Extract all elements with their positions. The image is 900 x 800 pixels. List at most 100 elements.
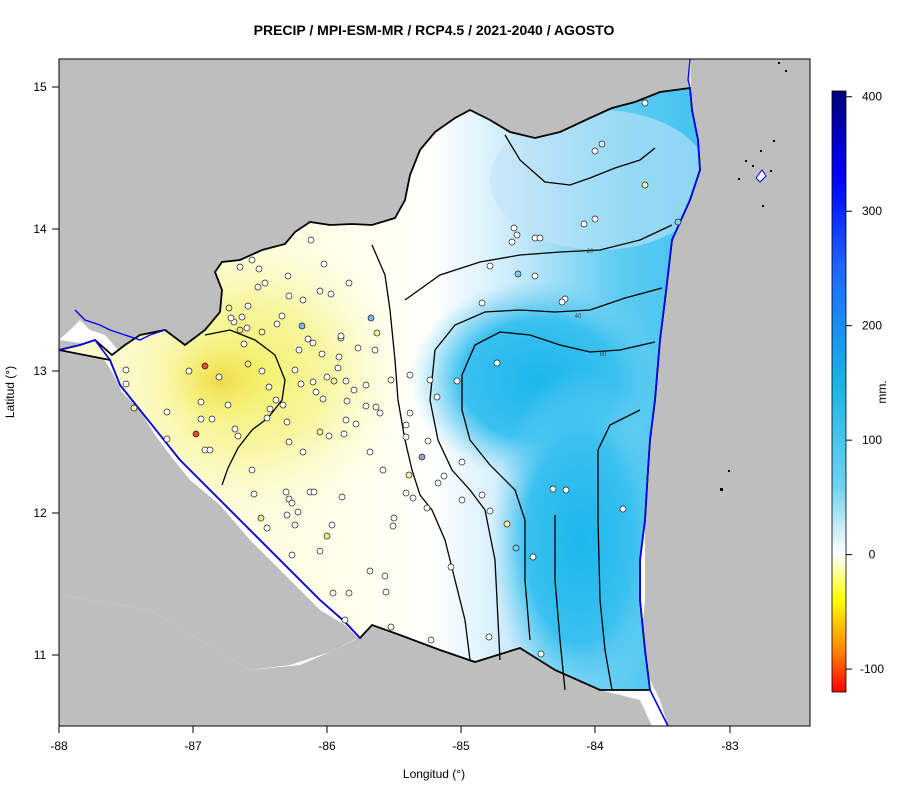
x-tick-label: -86 (318, 739, 336, 753)
station-marker (342, 416, 350, 424)
contour-60 (461, 331, 656, 376)
station-marker (379, 466, 387, 474)
station-marker (263, 414, 271, 422)
station-marker (537, 650, 545, 658)
station-marker (619, 505, 627, 513)
y-tick-label: 13 (33, 364, 47, 378)
station-marker (514, 270, 522, 278)
y-tick-label: 14 (33, 222, 47, 236)
station-marker (282, 488, 290, 496)
station-marker (453, 377, 461, 385)
station-marker (298, 322, 306, 330)
station-marker (248, 256, 256, 264)
station-marker (529, 553, 537, 561)
contour-label-60: 60 (600, 352, 607, 358)
colorbar-tick-label: 0 (869, 548, 876, 562)
x-tick-label: -85 (452, 739, 470, 753)
station-marker (236, 326, 244, 334)
station-marker (316, 428, 324, 436)
station-markers (122, 99, 682, 658)
station-marker (387, 376, 395, 384)
x-tick-label: -84 (586, 739, 604, 753)
station-marker (354, 344, 362, 352)
station-marker (304, 335, 312, 343)
station-marker (201, 362, 209, 370)
station-marker (330, 377, 338, 385)
x-tick-label: -83 (721, 739, 739, 753)
station-marker (329, 589, 337, 597)
station-marker (250, 490, 258, 498)
station-marker (244, 360, 252, 368)
station-marker (285, 292, 293, 300)
station-marker (402, 433, 410, 441)
station-marker (458, 458, 466, 466)
station-marker (536, 234, 544, 242)
honduras-north-coast (687, 59, 691, 89)
station-marker (340, 430, 348, 438)
station-marker (591, 215, 599, 223)
honduras-land (59, 59, 690, 362)
station-marker (319, 395, 327, 403)
station-marker (278, 312, 286, 320)
station-marker (493, 359, 501, 367)
station-marker (335, 353, 343, 361)
contour-20-north (504, 134, 656, 186)
station-marker (562, 486, 570, 494)
station-marker (318, 350, 326, 358)
station-marker (279, 401, 287, 409)
station-marker (197, 415, 205, 423)
station-marker (258, 367, 266, 375)
station-marker (163, 435, 171, 443)
contour-60-loop (461, 375, 531, 641)
station-marker (225, 304, 233, 312)
station-marker (372, 403, 380, 411)
station-marker (598, 140, 606, 148)
station-marker (366, 448, 374, 456)
station-marker (320, 260, 328, 268)
y-axis: 15 14 13 12 11 Latitud (°) (3, 80, 60, 662)
station-marker (345, 589, 353, 597)
station-marker (641, 99, 649, 107)
station-marker (291, 521, 299, 529)
station-marker (478, 491, 486, 499)
station-marker (244, 302, 252, 310)
station-marker (316, 547, 324, 555)
colorbar-tick-label: 400 (862, 90, 882, 104)
contour-label-40: 40 (575, 314, 582, 320)
station-marker (299, 296, 307, 304)
station-marker (208, 415, 216, 423)
station-marker (316, 287, 324, 295)
y-tick-label: 12 (33, 506, 47, 520)
contour-60-east (554, 515, 566, 691)
station-marker (433, 393, 441, 401)
station-marker (367, 314, 375, 322)
station-marker (350, 386, 358, 394)
station-marker (224, 401, 232, 409)
station-marker (285, 438, 293, 446)
contour-20-main (371, 244, 471, 661)
station-marker (387, 623, 395, 631)
station-marker (426, 376, 434, 384)
station-marker (227, 314, 235, 322)
station-marker (163, 408, 171, 416)
station-marker (258, 328, 266, 336)
station-marker (266, 405, 274, 413)
station-marker (297, 380, 305, 388)
x-tick-label: -87 (184, 739, 202, 753)
map-title: PRECIP / MPI-ESM-MR / RCP4.5 / 2021-2040… (254, 22, 615, 38)
station-marker (243, 324, 251, 332)
station-marker (291, 366, 299, 374)
station-marker (263, 524, 271, 532)
station-marker (508, 238, 516, 246)
station-marker (307, 236, 315, 244)
station-marker (591, 147, 599, 155)
station-marker (390, 514, 398, 522)
x-axis: -88 -87 -86 -85 -84 -83 Longitud (°) (50, 725, 739, 781)
station-marker (283, 511, 291, 519)
station-marker (288, 551, 296, 559)
pacific-coastline (59, 339, 361, 639)
station-marker (641, 181, 649, 189)
station-marker (418, 453, 426, 461)
station-marker (458, 496, 466, 504)
contour-zero-west (204, 329, 286, 486)
